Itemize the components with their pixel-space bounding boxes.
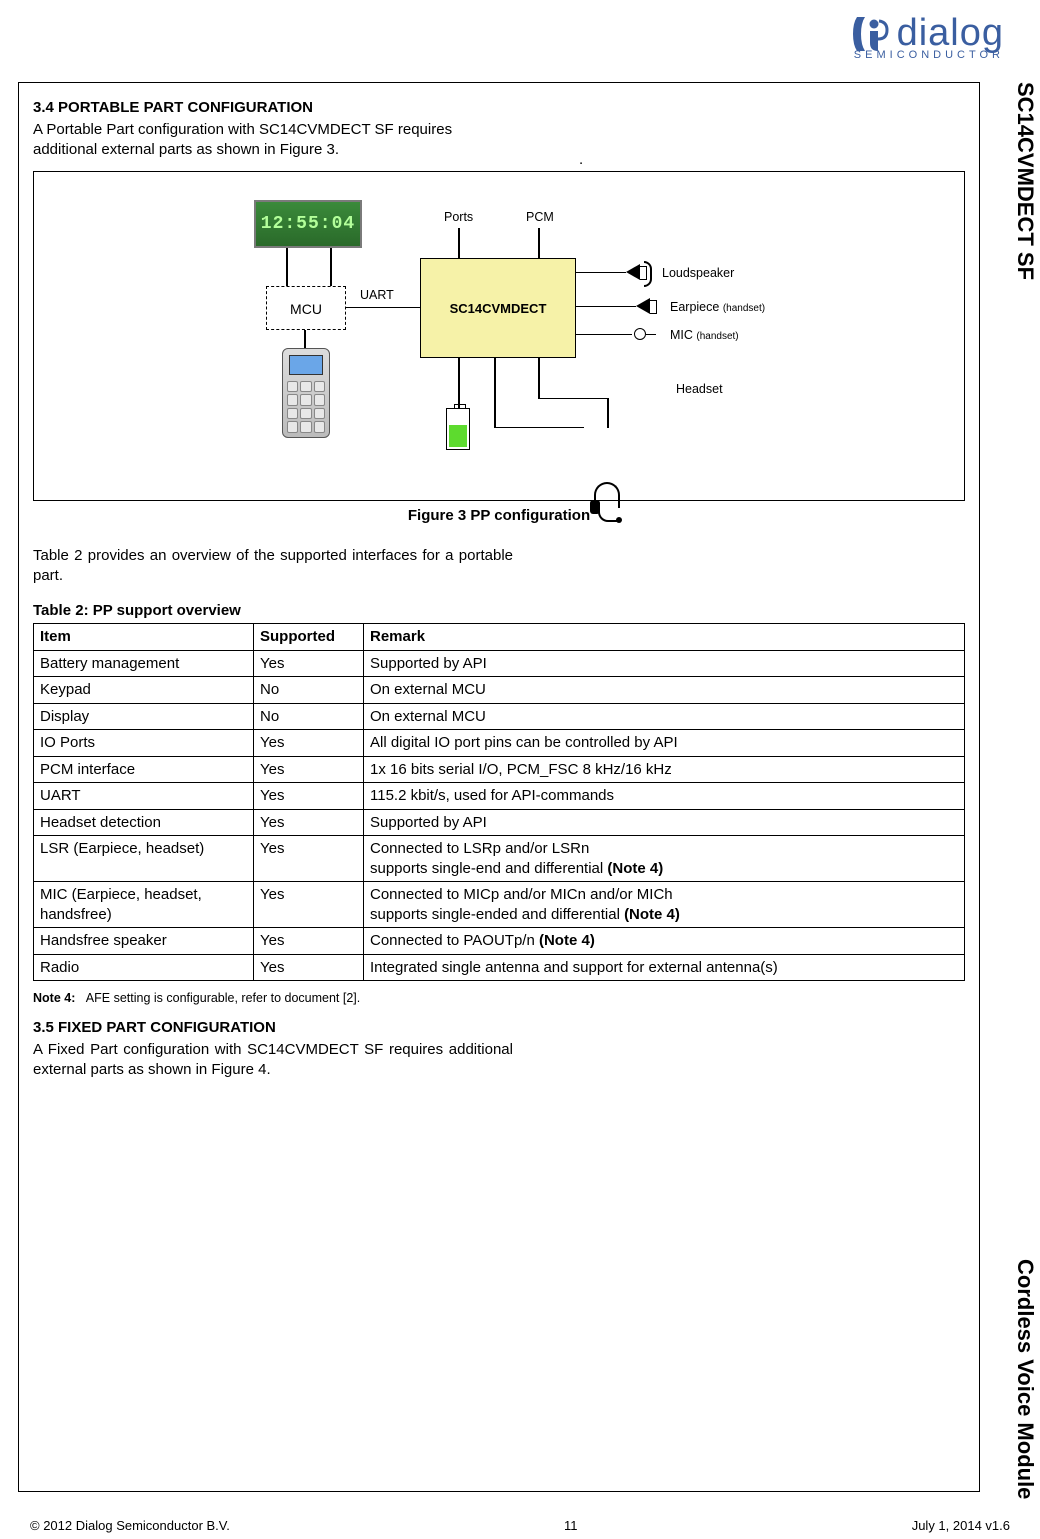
cell-item: Radio <box>34 954 254 981</box>
stray-dot: . <box>579 151 583 168</box>
cell-remark: On external MCU <box>364 703 965 730</box>
headset-icon <box>590 482 630 522</box>
table-col-item: Item <box>34 624 254 651</box>
figure-3-box: 12:55:04 MCU UART <box>33 171 965 501</box>
table-2: Item Supported Remark Battery management… <box>33 623 965 981</box>
cell-supported: Yes <box>254 836 364 882</box>
company-logo: dialog SEMICONDUCTOR <box>851 12 1004 61</box>
cell-remark: On external MCU <box>364 677 965 704</box>
cell-item: LSR (Earpiece, headset) <box>34 836 254 882</box>
loudspeaker-icon <box>626 264 640 280</box>
mic-label: MIC (handset) <box>670 328 739 342</box>
mic-icon <box>634 328 646 340</box>
cell-remark: 115.2 kbit/s, used for API-commands <box>364 783 965 810</box>
cell-supported: Yes <box>254 650 364 677</box>
mcu-box: MCU <box>266 286 346 330</box>
cell-supported: Yes <box>254 928 364 955</box>
cell-supported: Yes <box>254 730 364 757</box>
section-3-4-text: A Portable Part configuration with SC14C… <box>33 120 513 161</box>
table-row: KeypadNoOn external MCU <box>34 677 965 704</box>
phone-icon <box>282 348 330 438</box>
table-col-supported: Supported <box>254 624 364 651</box>
headset-label: Headset <box>676 382 723 396</box>
table-row: DisplayNoOn external MCU <box>34 703 965 730</box>
footer-date-version: July 1, 2014 v1.6 <box>912 1518 1010 1533</box>
section-3-5-text: A Fixed Part configuration with SC14CVMD… <box>33 1040 513 1081</box>
cell-remark: Supported by API <box>364 650 965 677</box>
battery-icon <box>446 408 470 450</box>
content-frame: 3.4 PORTABLE PART CONFIGURATION A Portab… <box>18 82 980 1492</box>
cell-supported: Yes <box>254 809 364 836</box>
cell-supported: Yes <box>254 756 364 783</box>
cell-supported: Yes <box>254 882 364 928</box>
section-3-5-heading: 3.5 FIXED PART CONFIGURATION <box>33 1019 965 1036</box>
uart-label: UART <box>360 288 394 302</box>
section-3-4-heading: 3.4 PORTABLE PART CONFIGURATION <box>33 99 965 116</box>
side-title-category: Cordless Voice Module <box>1012 1259 1038 1499</box>
figure-3-caption: Figure 3 PP configuration <box>33 507 965 524</box>
cell-item: Headset detection <box>34 809 254 836</box>
table-intro-text: Table 2 provides an overview of the supp… <box>33 546 513 587</box>
table-header-row: Item Supported Remark <box>34 624 965 651</box>
logo-subtext: SEMICONDUCTOR <box>854 49 1004 61</box>
table-row: Headset detectionYesSupported by API <box>34 809 965 836</box>
cell-item: Handsfree speaker <box>34 928 254 955</box>
lcd-text: 12:55:04 <box>261 214 355 234</box>
cell-item: Battery management <box>34 650 254 677</box>
ports-label: Ports <box>444 210 473 224</box>
cell-remark: Connected to PAOUTp/n (Note 4) <box>364 928 965 955</box>
table-2-title: Table 2: PP support overview <box>33 602 965 619</box>
table-row: IO PortsYesAll digital IO port pins can … <box>34 730 965 757</box>
table-row: Handsfree speakerYesConnected to PAOUTp/… <box>34 928 965 955</box>
table-row: Battery managementYesSupported by API <box>34 650 965 677</box>
footer-copyright: © 2012 Dialog Semiconductor B.V. <box>30 1518 230 1533</box>
footer-page-number: 11 <box>564 1518 578 1533</box>
page-footer: © 2012 Dialog Semiconductor B.V. 11 July… <box>0 1518 1040 1533</box>
table-col-remark: Remark <box>364 624 965 651</box>
cell-item: PCM interface <box>34 756 254 783</box>
cell-supported: Yes <box>254 783 364 810</box>
cell-remark: All digital IO port pins can be controll… <box>364 730 965 757</box>
side-title-product: SC14CVMDECT SF <box>1012 82 1038 280</box>
cell-remark: Connected to LSRp and/or LSRnsupports si… <box>364 836 965 882</box>
cell-item: MIC (Earpiece, headset, handsfree) <box>34 882 254 928</box>
table-row: UARTYes115.2 kbit/s, used for API-comman… <box>34 783 965 810</box>
earpiece-label: Earpiece (handset) <box>670 300 765 314</box>
earpiece-icon <box>636 298 650 314</box>
cell-supported: No <box>254 703 364 730</box>
cell-item: IO Ports <box>34 730 254 757</box>
chip-box: SC14CVMDECT <box>420 258 576 358</box>
table-row: LSR (Earpiece, headset)YesConnected to L… <box>34 836 965 882</box>
cell-remark: Connected to MICp and/or MICn and/or MIC… <box>364 882 965 928</box>
table-row: MIC (Earpiece, headset, handsfree)YesCon… <box>34 882 965 928</box>
note-4: Note 4: AFE setting is configurable, ref… <box>33 991 965 1005</box>
cell-item: Keypad <box>34 677 254 704</box>
table-row: PCM interfaceYes1x 16 bits serial I/O, P… <box>34 756 965 783</box>
loudspeaker-label: Loudspeaker <box>662 266 734 280</box>
cell-item: UART <box>34 783 254 810</box>
cell-supported: Yes <box>254 954 364 981</box>
table-row: RadioYesIntegrated single antenna and su… <box>34 954 965 981</box>
cell-item: Display <box>34 703 254 730</box>
cell-remark: Supported by API <box>364 809 965 836</box>
cell-remark: 1x 16 bits serial I/O, PCM_FSC 8 kHz/16 … <box>364 756 965 783</box>
cell-supported: No <box>254 677 364 704</box>
cell-remark: Integrated single antenna and support fo… <box>364 954 965 981</box>
pcm-label: PCM <box>526 210 554 224</box>
lcd-display: 12:55:04 <box>254 200 362 248</box>
